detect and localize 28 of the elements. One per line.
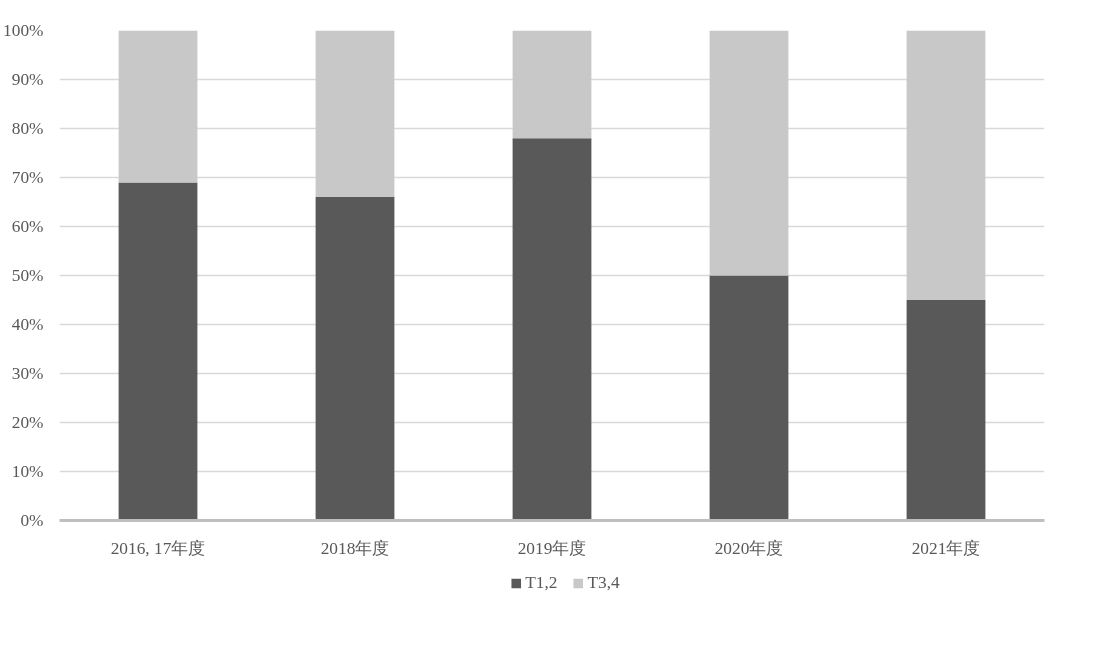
bar [315,30,395,198]
legend-label: T1,2 [525,572,558,593]
y-tick-label: 90% [11,70,44,89]
bar [906,300,986,521]
bar [709,30,789,276]
bar [118,182,198,521]
x-tick-label: 2020年度 [714,538,784,558]
bar [512,30,592,139]
bar [709,275,789,521]
x-tick-label: 2018年度 [320,538,390,558]
y-tick-label: 30% [11,364,44,383]
bar [315,197,395,521]
bar [118,30,198,183]
bar [512,138,592,521]
x-tick-label: 2019年度 [517,538,587,558]
y-tick-label: 80% [11,119,44,138]
y-tick-label: 70% [11,168,44,187]
y-tick-label: 60% [11,217,44,236]
x-tick-label: 2016, 17年度 [110,538,206,558]
y-tick-label: 50% [11,266,44,285]
y-tick-label: 40% [11,315,44,334]
x-tick-label: 2021年度 [911,538,981,558]
y-tick-label: 10% [11,462,44,481]
y-tick-label: 20% [11,413,44,432]
bar [906,30,986,300]
y-tick-label: 100% [3,21,44,40]
y-tick-label: 0% [20,511,44,530]
legend-label: T3,4 [587,572,620,593]
